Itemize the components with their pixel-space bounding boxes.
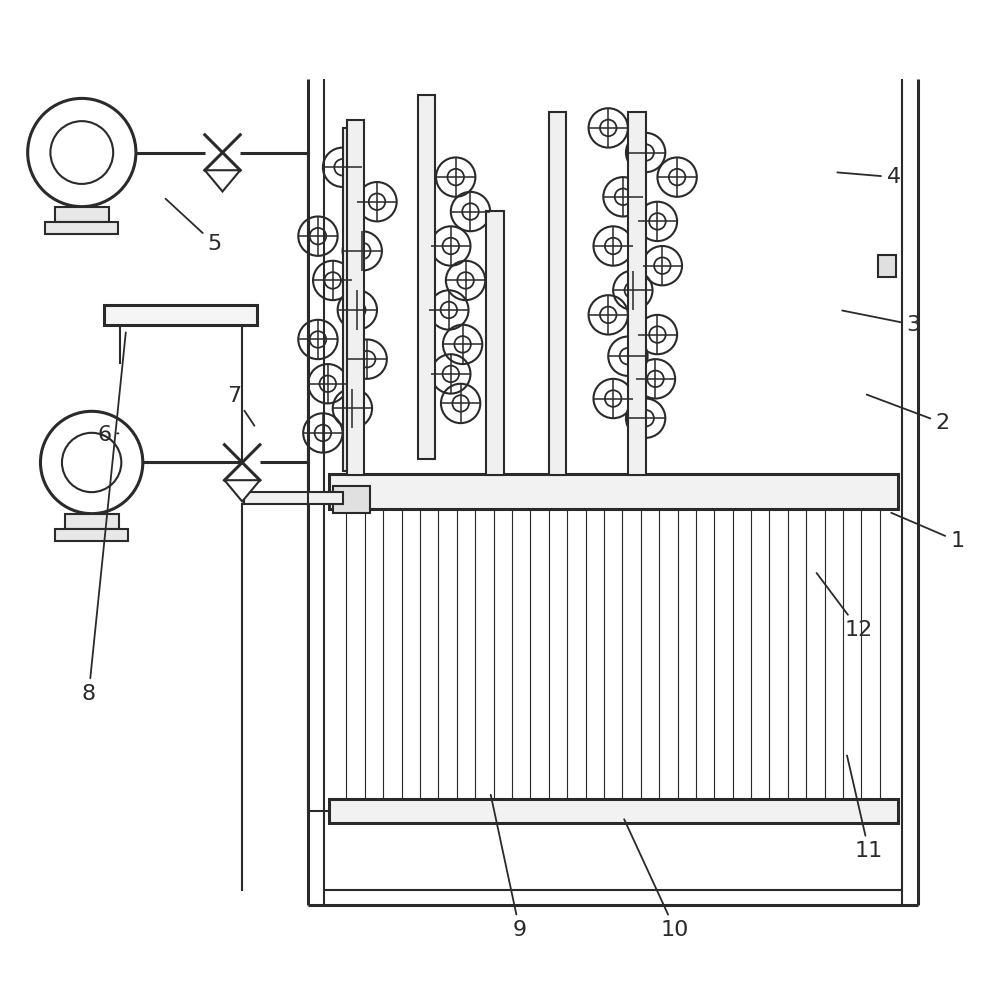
Text: 1: 1 [891,513,965,551]
Bar [329,474,898,509]
Polygon shape [205,170,240,192]
Text: 6: 6 [97,425,118,445]
Text: 3: 3 [842,311,920,335]
Bar [104,305,257,325]
Bar [55,207,109,222]
Polygon shape [224,480,260,502]
Text: 12: 12 [817,573,873,640]
Bar [45,222,118,234]
Bar [628,112,646,475]
Bar [329,799,898,824]
Bar [65,514,119,529]
Text: 10: 10 [624,820,689,940]
Text: 11: 11 [847,756,883,861]
Bar [878,256,896,277]
Text: 9: 9 [491,795,527,940]
Bar [418,95,435,459]
Bar [486,211,504,475]
Text: 7: 7 [227,386,254,426]
Bar [244,492,343,504]
Bar [549,112,566,475]
Bar [343,128,360,471]
Text: 5: 5 [166,199,222,254]
Bar [347,120,364,475]
Text: 8: 8 [82,333,126,704]
Bar [333,486,370,514]
Text: 4: 4 [837,167,901,187]
Text: 2: 2 [867,395,950,433]
Bar [55,529,128,541]
